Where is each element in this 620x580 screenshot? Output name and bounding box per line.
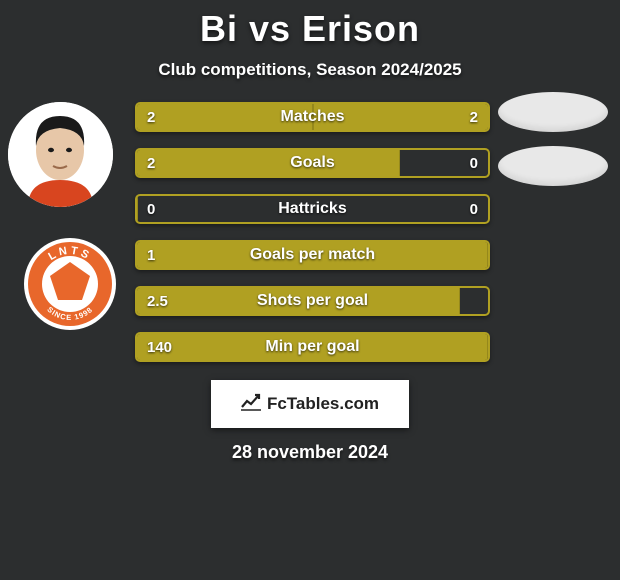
stat-label: Goals per match [137, 242, 488, 268]
player-right-avatar-placeholder [498, 92, 608, 132]
watermark-badge: FcTables.com [211, 380, 409, 428]
stat-row: 00Hattricks [135, 194, 490, 224]
club-badge-left: LNTS SINCE 1998 [20, 234, 120, 339]
stat-row: 1Goals per match [135, 240, 490, 270]
stat-rows: 22Matches 20Goals 00Hattricks 1Goals per ma… [135, 102, 490, 378]
stat-row: 140Min per goal [135, 332, 490, 362]
club-badge-right-placeholder [498, 146, 608, 186]
stat-label: Matches [137, 104, 488, 130]
page-subtitle: Club competitions, Season 2024/2025 [0, 60, 620, 80]
stat-row: 2.5Shots per goal [135, 286, 490, 316]
player-left-block [8, 102, 113, 207]
player-left-avatar [8, 102, 113, 207]
stat-label: Shots per goal [137, 288, 488, 314]
snapshot-date: 28 november 2024 [0, 442, 620, 463]
stat-row: 20Goals [135, 148, 490, 178]
page-title: Bi vs Erison [0, 0, 620, 50]
stat-row: 22Matches [135, 102, 490, 132]
watermark-text: FcTables.com [267, 394, 379, 414]
stat-label: Min per goal [137, 334, 488, 360]
player-right-block [498, 92, 608, 186]
chart-icon [241, 393, 261, 416]
stat-label: Hattricks [137, 196, 488, 222]
stat-label: Goals [137, 150, 488, 176]
